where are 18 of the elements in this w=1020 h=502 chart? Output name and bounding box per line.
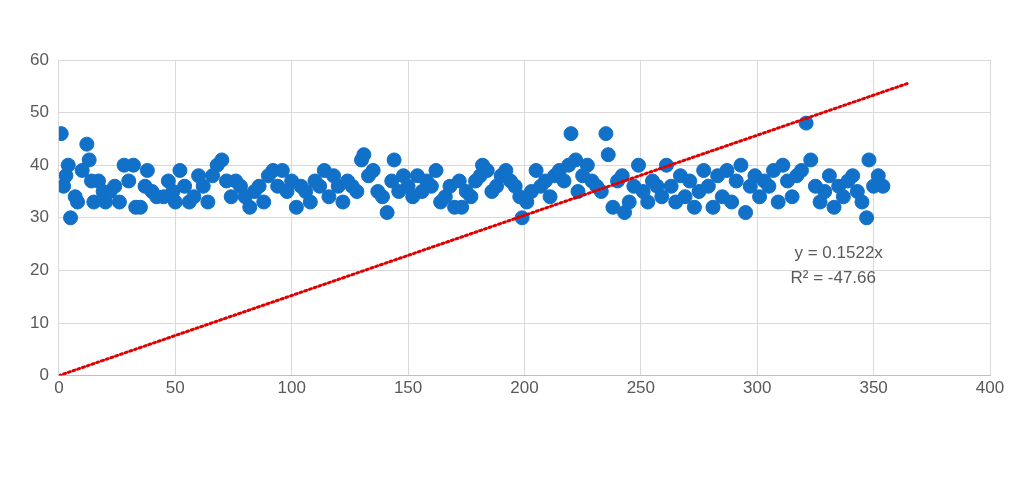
y-tick-label: 30 <box>29 207 49 227</box>
x-tick-label: 200 <box>510 378 539 398</box>
y-tick-label: 50 <box>29 102 49 122</box>
x-tick-label: 100 <box>277 378 306 398</box>
x-tick-label: 250 <box>626 378 656 398</box>
x-tick-label: 300 <box>743 378 772 398</box>
x-tick-label: 50 <box>165 378 185 398</box>
y-tick-label: 0 <box>39 365 49 385</box>
y-tick-label: 40 <box>29 154 49 174</box>
annotation: R² = -47.66 <box>790 268 876 287</box>
x-tick-label: 0 <box>54 378 64 398</box>
annotation: y = 0.1522x <box>794 243 884 262</box>
x-tick-label: 150 <box>393 378 423 398</box>
y-tick-label: 20 <box>29 260 49 280</box>
y-tick-label: 60 <box>29 49 49 69</box>
x-tick-label: 400 <box>975 378 1005 398</box>
y-tick-label: 10 <box>29 312 49 332</box>
x-tick-label: 350 <box>859 378 888 398</box>
